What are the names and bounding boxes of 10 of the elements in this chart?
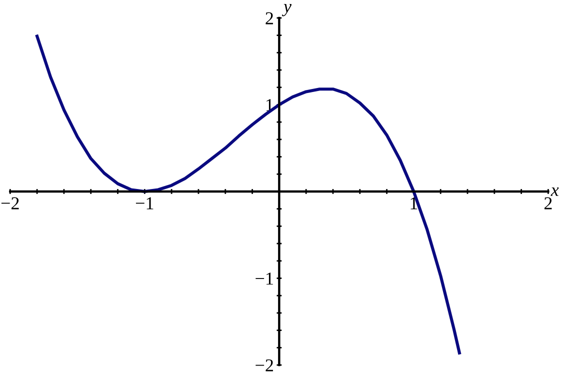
y-tick-label: −2 (256, 359, 273, 372)
y-axis-title: y (282, 4, 292, 16)
x-tick-label: 1 (410, 197, 418, 210)
x-tick-label: −1 (136, 197, 154, 210)
y-tick-label: −1 (256, 272, 273, 285)
line-series (36, 34, 461, 354)
x-tick-label: 2 (544, 197, 552, 210)
x-axis-title: x (550, 188, 559, 196)
x-tick-label: −2 (1, 197, 19, 210)
y-tick-label: 2 (266, 12, 273, 24)
